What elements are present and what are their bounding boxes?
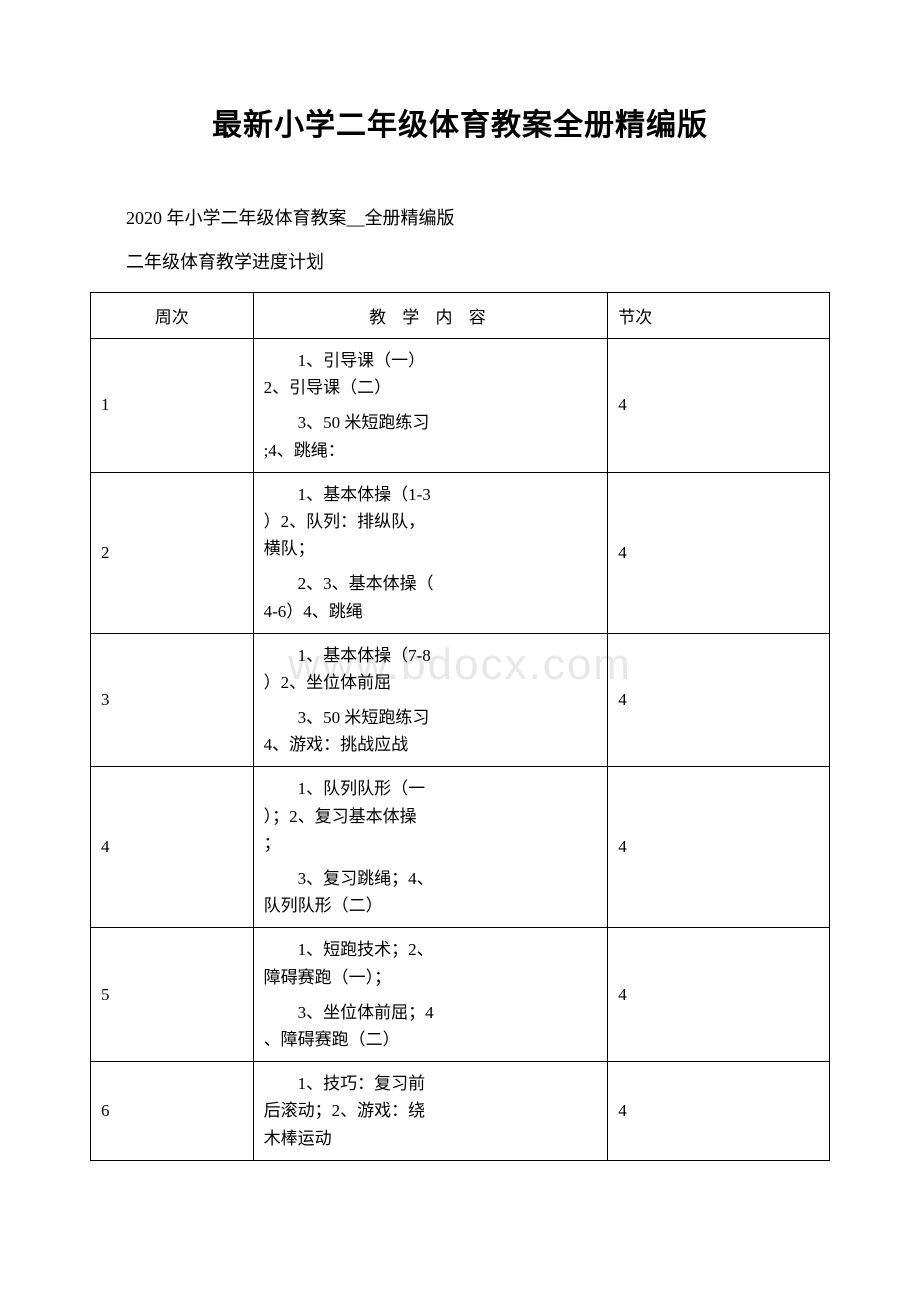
content-text: 1、引导课（一） xyxy=(264,347,598,374)
subtitle-line-1: 2020 年小学二年级体育教案__全册精编版 xyxy=(90,204,830,230)
content-text: 3、坐位体前屈；4 xyxy=(264,999,598,1026)
header-count: 节次 xyxy=(608,293,830,339)
week-cell: 5 xyxy=(91,928,254,1062)
table-row: 6 1、技巧：复习前 后滚动；2、游戏：绕 木棒运动 4 xyxy=(91,1062,830,1161)
table-row: 5 1、短跑技术；2、 障碍赛跑（一）； 3、坐位体前屈；4 、障碍赛跑（二） … xyxy=(91,928,830,1062)
page-title: 最新小学二年级体育教案全册精编版 xyxy=(90,100,830,144)
header-week: 周次 xyxy=(91,293,254,339)
header-content: 教 学 内 容 xyxy=(253,293,608,339)
table-row: 3 1、基本体操（7-8 ）2、坐位体前屈 3、50 米短跑练习 4、游戏：挑战… xyxy=(91,633,830,767)
content-text: ）；2、复习基本体操 xyxy=(264,803,598,830)
week-cell: 6 xyxy=(91,1062,254,1161)
table-row: 2 1、基本体操（1-3 ）2、队列：排纵队， 横队； 2、3、基本体操（ 4-… xyxy=(91,472,830,633)
content-text: 后滚动；2、游戏：绕 xyxy=(264,1097,598,1124)
count-cell: 4 xyxy=(608,472,830,633)
week-cell: 3 xyxy=(91,633,254,767)
content-cell: 1、引导课（一） 2、引导课（二） 3、50 米短跑练习 ;4、跳绳： xyxy=(253,339,608,473)
count-cell: 4 xyxy=(608,767,830,928)
content-cell: 1、技巧：复习前 后滚动；2、游戏：绕 木棒运动 xyxy=(253,1062,608,1161)
content-text: 1、队列队形（一 xyxy=(264,775,598,802)
content-text: 2、引导课（二） xyxy=(264,374,598,401)
schedule-table-wrapper: 周次 教 学 内 容 节次 1 1、引导课（一） 2、引导课（二） 3、50 米… xyxy=(90,292,830,1161)
count-cell: 4 xyxy=(608,928,830,1062)
count-cell: 4 xyxy=(608,1062,830,1161)
table-header-row: 周次 教 学 内 容 节次 xyxy=(91,293,830,339)
week-cell: 2 xyxy=(91,472,254,633)
count-cell: 4 xyxy=(608,633,830,767)
table-row: 1 1、引导课（一） 2、引导课（二） 3、50 米短跑练习 ;4、跳绳： 4 xyxy=(91,339,830,473)
content-text: 4、游戏：挑战应战 xyxy=(264,731,598,758)
content-text: ）2、坐位体前屈 xyxy=(264,669,598,696)
content-text: 、障碍赛跑（二） xyxy=(264,1026,598,1053)
content-cell: 1、队列队形（一 ）；2、复习基本体操 ； 3、复习跳绳；4、 队列队形（二） xyxy=(253,767,608,928)
content-text: 木棒运动 xyxy=(264,1125,598,1152)
content-text: 队列队形（二） xyxy=(264,892,598,919)
content-text: 3、50 米短跑练习 xyxy=(264,409,598,436)
content-text: 1、短跑技术；2、 xyxy=(264,936,598,963)
content-text: 1、基本体操（1-3 xyxy=(264,481,598,508)
subtitle-line-2: 二年级体育教学进度计划 xyxy=(90,248,830,274)
table-row: 4 1、队列队形（一 ）；2、复习基本体操 ； 3、复习跳绳；4、 队列队形（二… xyxy=(91,767,830,928)
content-text: 1、技巧：复习前 xyxy=(264,1070,598,1097)
count-cell: 4 xyxy=(608,339,830,473)
week-cell: 4 xyxy=(91,767,254,928)
content-text: 4-6）4、跳绳 xyxy=(264,598,598,625)
content-text: 1、基本体操（7-8 xyxy=(264,642,598,669)
content-cell: 1、短跑技术；2、 障碍赛跑（一）； 3、坐位体前屈；4 、障碍赛跑（二） xyxy=(253,928,608,1062)
content-text: ;4、跳绳： xyxy=(264,437,598,464)
content-cell: 1、基本体操（7-8 ）2、坐位体前屈 3、50 米短跑练习 4、游戏：挑战应战 xyxy=(253,633,608,767)
content-text: 3、50 米短跑练习 xyxy=(264,704,598,731)
content-text: ）2、队列：排纵队， xyxy=(264,508,598,535)
content-text: ； xyxy=(264,830,598,857)
content-text: 障碍赛跑（一）； xyxy=(264,964,598,991)
content-text: 横队； xyxy=(264,535,598,562)
content-text: 3、复习跳绳；4、 xyxy=(264,865,598,892)
week-cell: 1 xyxy=(91,339,254,473)
content-text: 2、3、基本体操（ xyxy=(264,570,598,597)
schedule-table: 周次 教 学 内 容 节次 1 1、引导课（一） 2、引导课（二） 3、50 米… xyxy=(90,292,830,1161)
content-cell: 1、基本体操（1-3 ）2、队列：排纵队， 横队； 2、3、基本体操（ 4-6）… xyxy=(253,472,608,633)
